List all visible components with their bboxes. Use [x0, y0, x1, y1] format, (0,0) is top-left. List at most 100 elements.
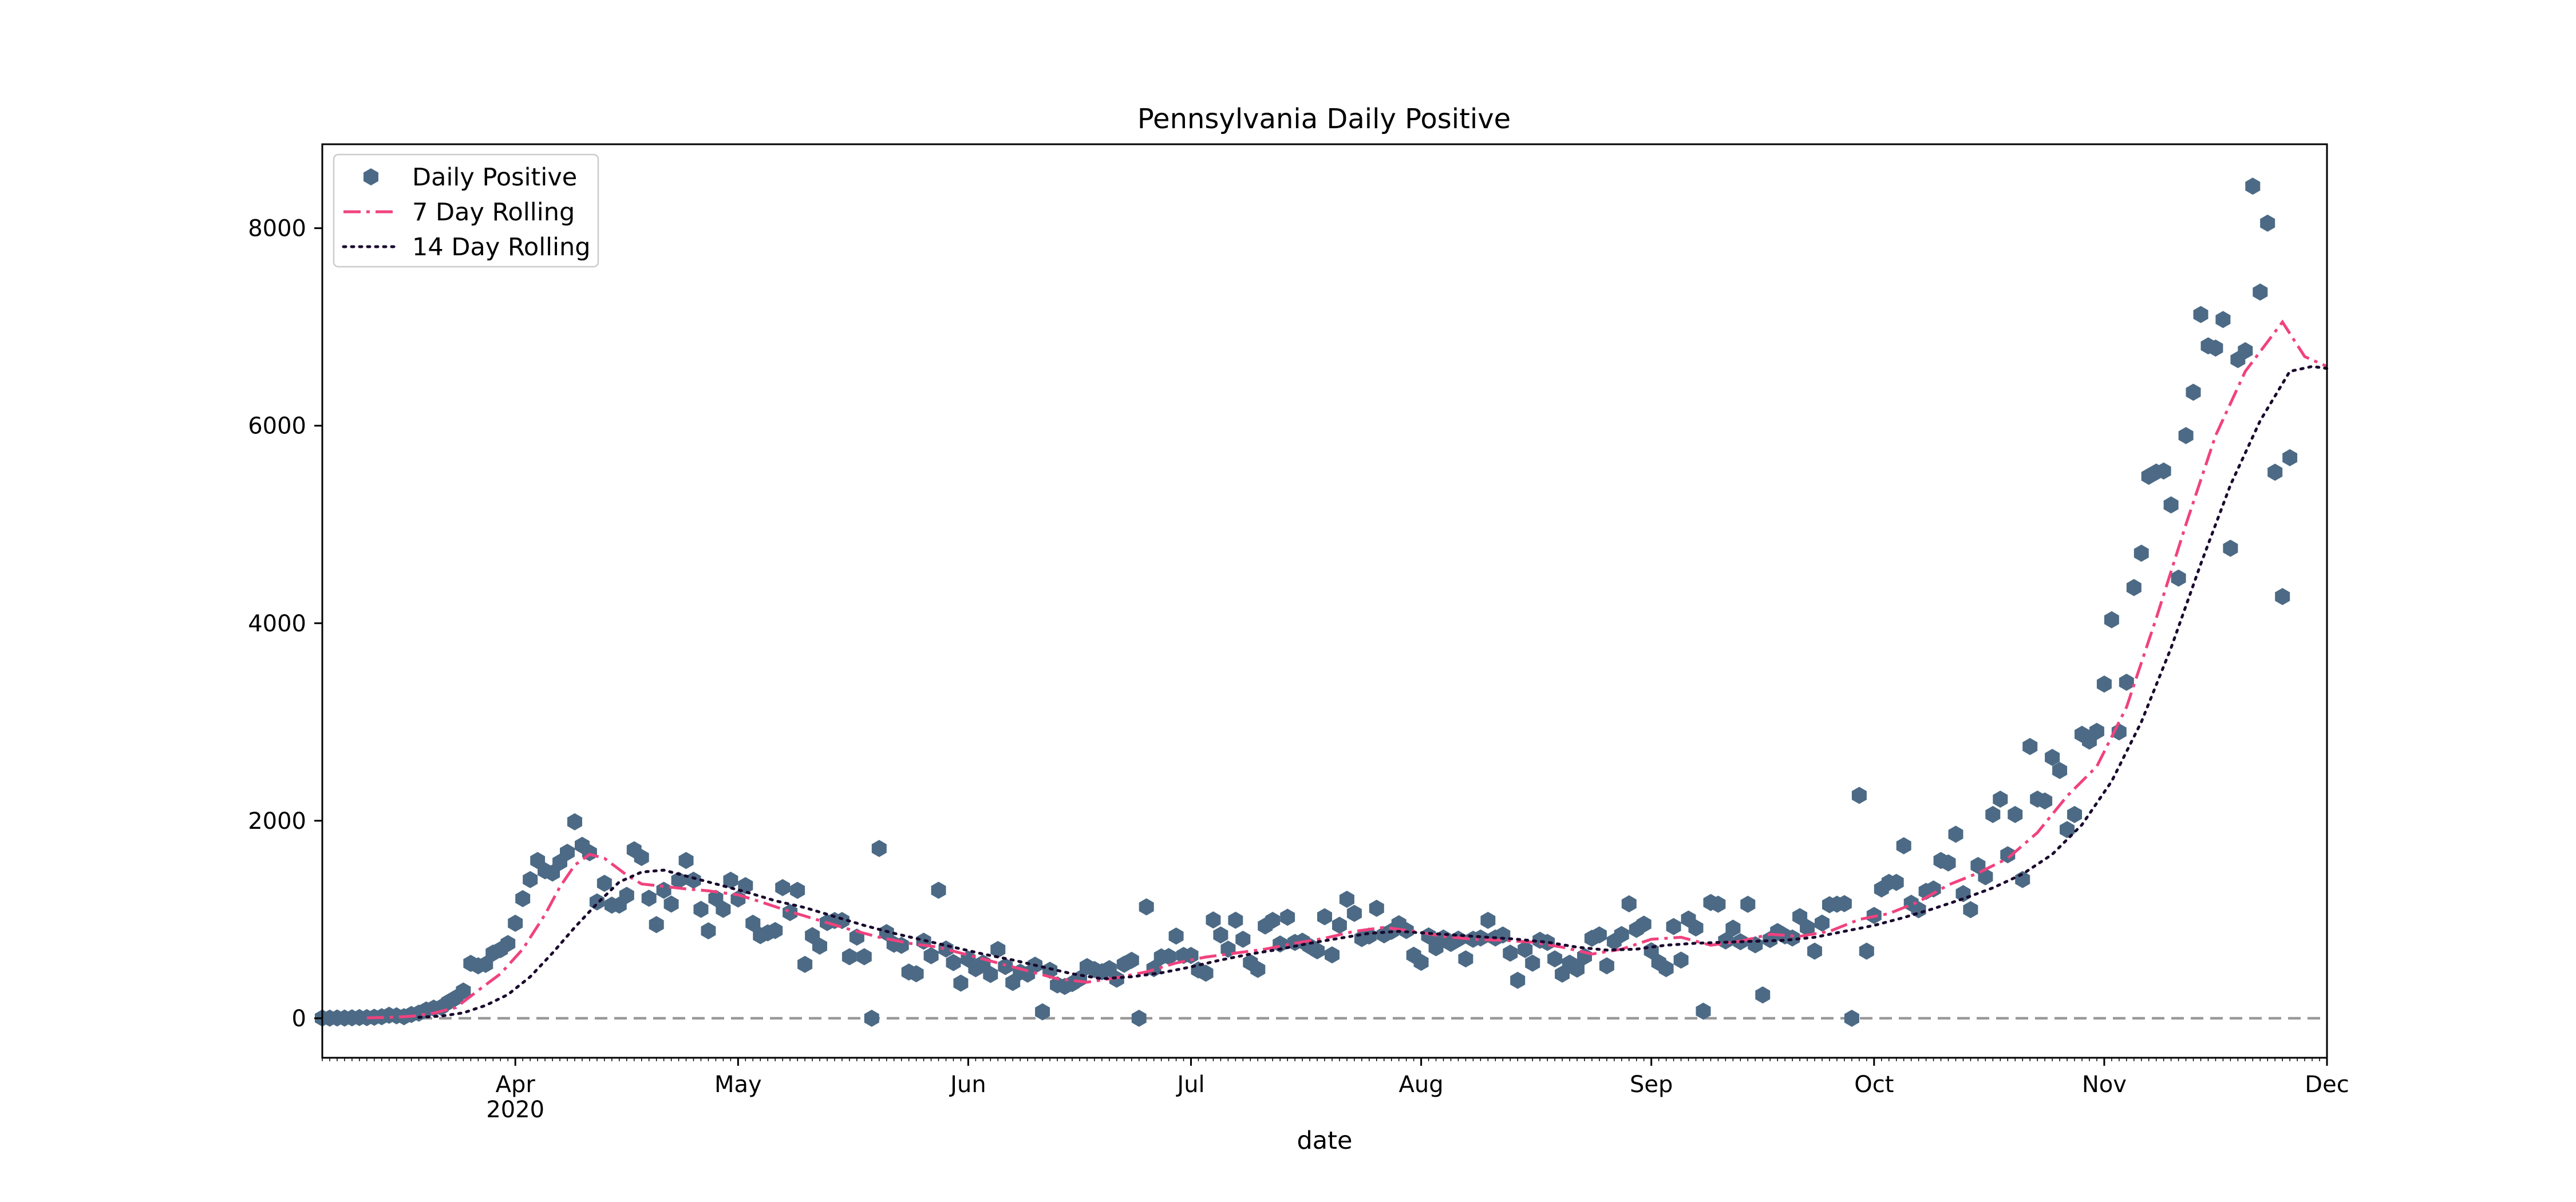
x-tick-sublabel: 2020	[486, 1097, 544, 1123]
data-point	[2037, 792, 2053, 810]
data-point	[1139, 898, 1154, 916]
data-point	[1621, 895, 1637, 912]
x-tick-label: Nov	[2082, 1071, 2127, 1098]
legend-label: 14 Day Rolling	[412, 233, 591, 262]
data-point	[1948, 825, 1963, 843]
data-point	[1800, 919, 1815, 936]
data-point	[1740, 895, 1756, 913]
data-point	[693, 900, 709, 918]
data-point	[619, 887, 634, 904]
data-point	[1785, 929, 1800, 947]
data-point	[2178, 427, 2194, 444]
data-point	[2267, 464, 2283, 481]
data-point	[2000, 846, 2016, 864]
data-point	[856, 948, 872, 966]
data-point	[1228, 911, 1243, 929]
data-point	[2260, 214, 2275, 232]
data-point	[1525, 954, 1540, 972]
data-point	[716, 900, 731, 918]
y-tick-label: 8000	[248, 216, 306, 242]
data-point	[478, 955, 493, 973]
data-point	[1131, 1010, 1147, 1027]
data-point	[1673, 951, 1689, 969]
data-point	[1896, 837, 1911, 855]
data-point	[2171, 570, 2186, 587]
x-tick-label: May	[714, 1071, 762, 1098]
x-tick-label: Oct	[1854, 1071, 1894, 1098]
data-point	[1941, 854, 1956, 872]
legend-label: 7 Day Rolling	[412, 198, 575, 227]
data-point	[2186, 383, 2201, 401]
data-point	[1265, 912, 1281, 929]
data-point	[2067, 806, 2082, 823]
data-point	[1888, 873, 1904, 891]
data-point	[1035, 1003, 1050, 1021]
data-point	[1755, 986, 1771, 1004]
data-point	[990, 940, 1006, 958]
data-point	[745, 915, 761, 932]
data-point	[812, 938, 827, 955]
data-point	[1183, 947, 1199, 964]
data-point	[1666, 918, 1681, 935]
data-point	[1570, 960, 1585, 978]
data-point	[1510, 971, 1526, 989]
data-point	[2008, 806, 2023, 823]
data-point	[723, 871, 738, 889]
data-point	[775, 879, 791, 896]
x-tick-label: Jun	[949, 1071, 986, 1098]
data-point	[1473, 929, 1488, 947]
data-point	[953, 974, 969, 992]
data-point	[1198, 964, 1214, 982]
data-point	[2022, 738, 2038, 756]
data-point	[923, 947, 939, 964]
data-point	[1614, 926, 1629, 943]
data-point	[1421, 927, 1436, 945]
x-tick-label: Jul	[1175, 1071, 1204, 1098]
data-point	[701, 922, 716, 940]
data-point	[1168, 927, 1184, 945]
data-point	[567, 813, 582, 831]
data-point	[1815, 914, 1830, 932]
data-point	[908, 965, 924, 983]
data-point	[1235, 931, 1251, 948]
data-point	[1792, 908, 1808, 926]
data-point	[1985, 806, 2001, 823]
y-tick-label: 2000	[248, 808, 306, 835]
data-point	[1146, 960, 1161, 978]
data-point	[1725, 919, 1741, 937]
data-point	[2126, 579, 2142, 596]
data-point	[797, 955, 813, 973]
data-point	[1369, 899, 1384, 917]
data-point	[2134, 544, 2149, 562]
data-point	[708, 889, 724, 907]
data-point	[2045, 749, 2060, 766]
data-point	[1503, 944, 1518, 962]
x-tick-label: Sep	[1630, 1071, 1673, 1098]
data-point	[1599, 957, 1614, 975]
data-point	[1807, 942, 1822, 960]
data-point	[2156, 462, 2171, 480]
data-point	[545, 864, 560, 882]
rolling-lines-layer	[366, 319, 2329, 1019]
data-point	[983, 966, 998, 983]
data-point	[1317, 908, 1332, 926]
data-point	[1688, 919, 1704, 937]
data-point	[2089, 722, 2104, 740]
data-point	[1636, 915, 1652, 933]
data-point	[1250, 960, 1266, 978]
data-point	[2223, 539, 2238, 557]
y-tick-label: 6000	[248, 413, 306, 440]
data-point	[783, 904, 798, 922]
data-point	[1325, 946, 1340, 964]
y-axis: 0 2000 4000 6000 8000	[248, 216, 322, 1032]
legend-box	[333, 153, 599, 268]
data-point	[1844, 1010, 1859, 1027]
data-point	[1851, 786, 1867, 804]
data-point	[686, 871, 701, 889]
data-point	[871, 840, 887, 857]
data-point	[2052, 762, 2068, 780]
data-point	[768, 922, 783, 939]
data-point	[2253, 283, 2268, 301]
data-point	[1206, 911, 1221, 929]
